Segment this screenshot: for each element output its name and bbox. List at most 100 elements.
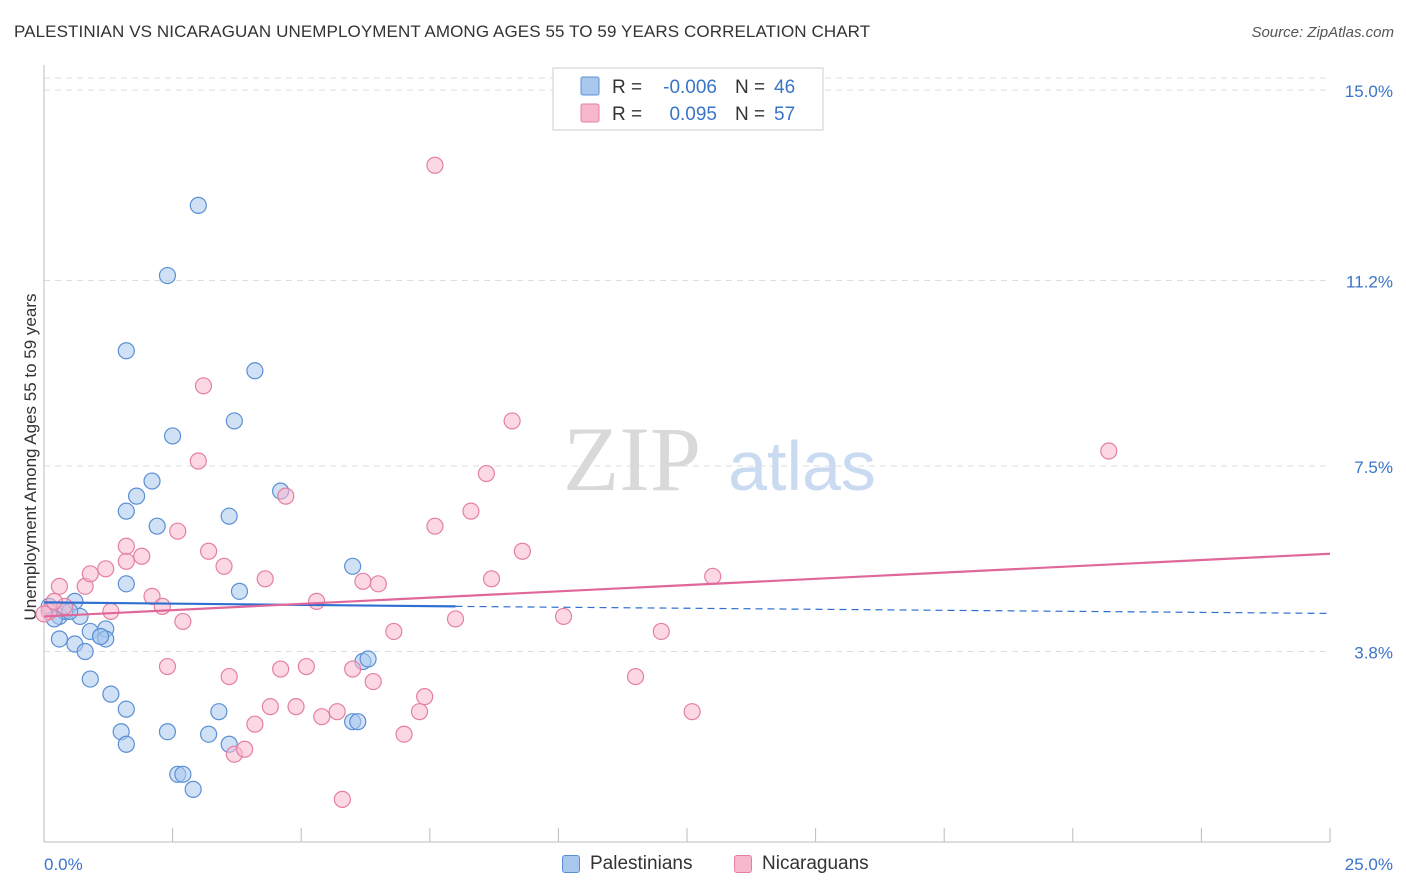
axes: [43, 65, 1331, 843]
data-point-nicaraguans: [158, 657, 177, 676]
data-point-palestinians: [220, 507, 238, 525]
data-point-nicaraguans: [35, 605, 53, 623]
watermark: ZIP atlas: [563, 408, 876, 510]
data-point-nicaraguans: [364, 672, 382, 691]
data-point-nicaraguans: [117, 552, 135, 570]
watermark-zip: ZIP: [563, 408, 701, 510]
x-tick-labels: 0.0% 25.0%: [44, 855, 1393, 874]
data-point-palestinians: [164, 427, 182, 445]
data-point-nicaraguans: [313, 708, 331, 726]
data-point-nicaraguans: [344, 660, 362, 678]
data-point-palestinians: [81, 670, 99, 688]
data-point-nicaraguans: [246, 715, 264, 733]
data-point-palestinians: [117, 700, 135, 718]
data-point-nicaraguans: [395, 725, 413, 743]
legend-r-value-nicaraguans: 0.095: [669, 104, 717, 125]
chart-title: PALESTINIAN VS NICARAGUAN UNEMPLOYMENT A…: [14, 22, 871, 41]
data-point-palestinians: [210, 703, 228, 721]
data-point-nicaraguans: [50, 577, 69, 595]
data-point-palestinians: [230, 582, 249, 600]
legend-item-nicaraguans: Nicaraguans: [734, 853, 869, 875]
data-point-nicaraguans: [308, 592, 326, 610]
x-tick-label: 25.0%: [1345, 855, 1393, 874]
y-tick-label: 11.2%: [1346, 273, 1393, 292]
source-credit: Source: ZipAtlas.com: [1251, 24, 1394, 41]
data-points: [35, 156, 1118, 808]
data-point-nicaraguans: [426, 156, 444, 174]
data-point-nicaraguans: [354, 572, 372, 590]
data-point-palestinians: [174, 765, 192, 783]
data-point-nicaraguans: [277, 487, 295, 505]
legend-n-value-nicaraguans: 57: [774, 104, 795, 125]
data-point-nicaraguans: [462, 502, 480, 520]
data-point-nicaraguans: [1100, 442, 1118, 460]
data-point-nicaraguans: [683, 703, 701, 721]
data-point-palestinians: [50, 630, 69, 648]
data-point-nicaraguans: [482, 570, 501, 588]
trend-line-extension-palestinians: [455, 605, 1331, 615]
data-point-nicaraguans: [704, 567, 722, 585]
legend-label-palestinians: Palestinians: [590, 853, 693, 874]
data-point-nicaraguans: [261, 698, 279, 716]
data-point-nicaraguans: [194, 377, 213, 395]
data-point-nicaraguans: [256, 570, 274, 588]
data-point-nicaraguans: [117, 537, 135, 555]
trend-line-palestinians: [43, 601, 456, 608]
y-tick-label: 15.0%: [1345, 82, 1393, 101]
legend-label-nicaraguans: Nicaraguans: [762, 853, 869, 874]
data-point-palestinians: [127, 487, 146, 505]
data-point-palestinians: [158, 266, 177, 285]
data-point-nicaraguans: [97, 560, 115, 578]
data-point-palestinians: [117, 575, 135, 593]
legend-r-label-palestinians: R =: [612, 77, 642, 98]
data-point-nicaraguans: [220, 667, 238, 686]
legend-swatch-palestinians: [580, 76, 600, 96]
legend-r-label-nicaraguans: R =: [612, 104, 642, 125]
data-point-nicaraguans: [236, 740, 254, 758]
y-axis-label: Unemployment Among Ages 55 to 59 years: [21, 294, 40, 621]
data-point-palestinians: [189, 196, 207, 214]
data-point-nicaraguans: [416, 688, 434, 706]
data-point-nicaraguans: [272, 660, 290, 678]
data-point-nicaraguans: [333, 790, 351, 808]
trend-line-nicaraguans: [43, 552, 1331, 618]
data-point-nicaraguans: [133, 547, 151, 565]
data-point-palestinians: [349, 713, 367, 731]
data-point-palestinians: [158, 723, 177, 741]
data-point-nicaraguans: [446, 610, 465, 628]
data-point-nicaraguans: [200, 542, 218, 560]
data-point-palestinians: [117, 342, 135, 360]
data-point-nicaraguans: [626, 667, 645, 686]
data-point-palestinians: [246, 362, 264, 380]
data-point-palestinians: [102, 685, 120, 703]
data-point-palestinians: [143, 472, 161, 490]
data-point-nicaraguans: [652, 622, 670, 641]
legend-swatch-palestinians-bottom: [562, 855, 580, 873]
data-point-nicaraguans: [477, 464, 495, 483]
data-point-palestinians: [76, 642, 94, 661]
data-point-palestinians: [117, 502, 135, 520]
data-point-nicaraguans: [189, 452, 207, 470]
legend-n-label-palestinians: N =: [735, 77, 765, 98]
legend-n-value-palestinians: 46: [774, 77, 795, 98]
series-palestinians: [40, 196, 377, 798]
y-tick-label: 3.8%: [1354, 644, 1393, 663]
data-point-nicaraguans: [215, 557, 233, 575]
legend-swatch-nicaraguans-bottom: [734, 855, 752, 873]
data-point-palestinians: [117, 735, 135, 753]
data-point-palestinians: [148, 517, 166, 535]
data-point-palestinians: [91, 627, 110, 646]
data-point-palestinians: [225, 412, 243, 430]
series-legend: Palestinians Nicaraguans: [0, 850, 1406, 880]
legend-item-palestinians: Palestinians: [562, 853, 692, 875]
data-point-nicaraguans: [328, 703, 346, 721]
legend-swatch-nicaraguans: [580, 103, 600, 123]
x-tick-label: 0.0%: [44, 855, 83, 874]
data-point-nicaraguans: [169, 522, 187, 540]
data-point-nicaraguans: [297, 657, 315, 676]
data-point-palestinians: [344, 557, 362, 575]
data-point-nicaraguans: [369, 575, 387, 593]
data-point-nicaraguans: [385, 622, 403, 641]
data-point-nicaraguans: [174, 612, 192, 631]
